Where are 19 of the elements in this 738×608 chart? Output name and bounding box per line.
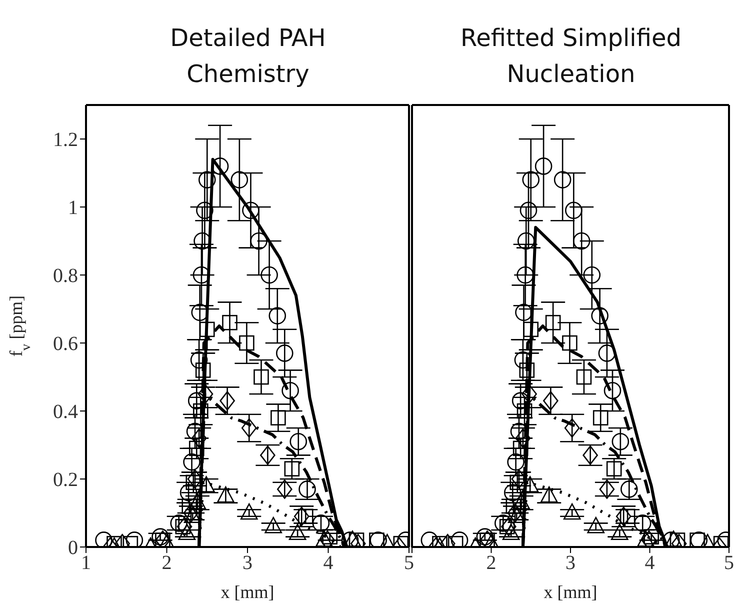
y-tick-label: 1	[68, 197, 78, 220]
x-tick-label: 3	[566, 552, 576, 574]
y-tick-label: 0	[68, 537, 78, 560]
x-tick-label: 2	[486, 552, 496, 574]
x-axis-title: x [mm]	[220, 582, 274, 602]
x-tick-label: 5	[724, 552, 734, 574]
x-tick-label: 2	[162, 552, 172, 574]
y-tick-label: 1.2	[53, 129, 78, 152]
y-tick-label: 0.8	[53, 265, 78, 288]
x-tick-label: 4	[644, 552, 655, 574]
y-tick-label: 0.2	[53, 469, 78, 492]
x-axis-title: x [mm]	[544, 582, 598, 602]
x-tick-label: 4	[323, 552, 334, 574]
x-tick-label: 5	[404, 552, 414, 574]
chart-title: Detailed PAH Chemistry	[169, 23, 327, 90]
y-tick-label: 0.6	[53, 333, 78, 356]
chart-title: Refitted Simplified Nucleation	[460, 23, 682, 90]
y-tick-label: 0.4	[53, 401, 78, 424]
x-tick-label: 3	[242, 552, 252, 574]
